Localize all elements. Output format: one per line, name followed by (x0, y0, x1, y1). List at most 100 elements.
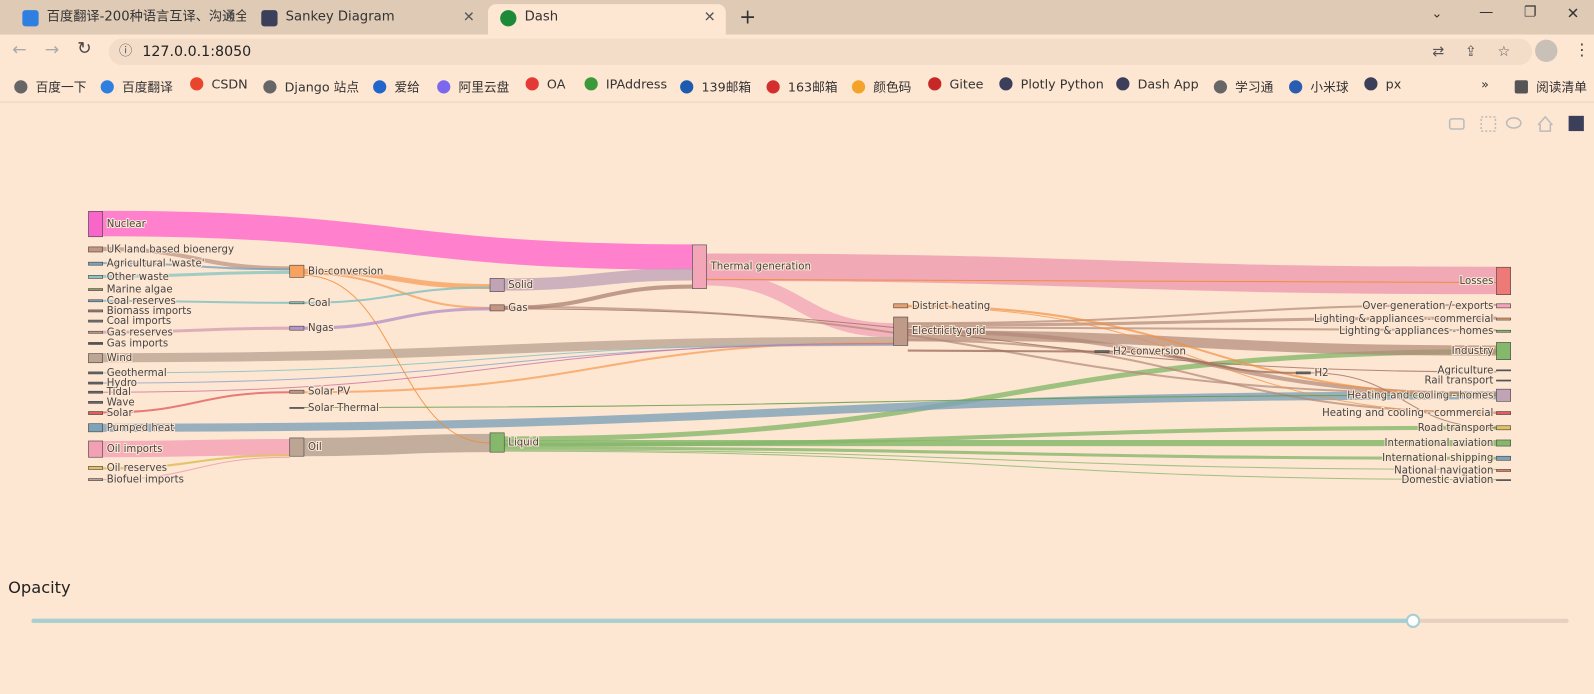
node[interactable] (1496, 379, 1511, 382)
home-icon[interactable] (1537, 115, 1553, 132)
node[interactable] (1496, 439, 1511, 447)
close-window[interactable]: ✕ (1566, 4, 1580, 23)
bookmark-star[interactable]: ☆ (1497, 43, 1511, 60)
menu[interactable]: ⋮ (1573, 39, 1590, 59)
bookmark[interactable]: 百度翻译 (100, 76, 173, 95)
node[interactable] (1094, 350, 1110, 353)
node[interactable] (88, 309, 103, 313)
reading-list[interactable]: 阅读清单 (1514, 76, 1587, 95)
slider-handle[interactable] (1405, 613, 1421, 628)
node-label: Tidal (106, 387, 131, 398)
bookmark[interactable]: 139邮箱 (680, 76, 751, 95)
bookmark[interactable]: 颜色码 (851, 76, 911, 95)
translate-icon[interactable]: ⇄ (1432, 43, 1445, 60)
node[interactable] (88, 299, 103, 303)
node[interactable] (1496, 342, 1511, 361)
tab-close[interactable]: ✕ (223, 9, 236, 26)
node[interactable] (88, 275, 103, 279)
bookmark[interactable]: OA (525, 76, 565, 91)
node[interactable] (289, 264, 305, 278)
node[interactable] (489, 304, 505, 312)
tab-search[interactable]: ⌄ (1431, 6, 1443, 22)
node[interactable] (1496, 455, 1511, 461)
node[interactable] (893, 316, 909, 346)
bookmark[interactable]: Dash App (1116, 76, 1199, 91)
node-label: UK land based bioenergy (107, 244, 234, 255)
address-bar[interactable]: ⓘ 127.0.0.1:8050 ⇄ ⇪ ☆ (108, 38, 1533, 66)
bookmark[interactable]: CSDN (190, 76, 248, 91)
minimize[interactable]: — (1479, 4, 1494, 21)
node[interactable] (88, 330, 103, 334)
bookmark[interactable]: Gitee (928, 76, 984, 91)
node[interactable] (1496, 329, 1511, 333)
node[interactable] (88, 353, 103, 364)
node[interactable] (1295, 371, 1311, 375)
plotly-logo[interactable] (1568, 115, 1584, 132)
new-tab[interactable]: + (739, 4, 757, 29)
bookmark[interactable]: 小米球 (1289, 76, 1349, 95)
node[interactable] (289, 325, 305, 331)
node[interactable] (88, 423, 103, 433)
node[interactable] (691, 244, 707, 289)
bookmark[interactable]: IPAddress (584, 76, 667, 91)
bookmark-icon (100, 80, 114, 94)
node[interactable] (1496, 388, 1511, 402)
tab[interactable]: Sankey Diagram ✕ (249, 4, 485, 34)
node[interactable] (1496, 411, 1511, 415)
node[interactable] (88, 466, 103, 470)
node-label: H2 (1314, 368, 1328, 379)
node[interactable] (1496, 479, 1511, 481)
profile[interactable] (1535, 39, 1558, 62)
node[interactable] (1496, 369, 1511, 372)
restore[interactable]: ❐ (1523, 4, 1537, 21)
node[interactable] (88, 411, 103, 415)
node[interactable] (88, 401, 103, 404)
bookmark[interactable]: 163邮箱 (766, 76, 838, 95)
tab[interactable]: 百度翻译-200种语言互译、沟通全 ✕ (10, 4, 246, 34)
node[interactable] (489, 432, 505, 453)
more-bookmarks[interactable]: » (1481, 76, 1489, 92)
node[interactable] (289, 389, 305, 394)
bookmark[interactable]: 阿里云盘 (437, 76, 509, 95)
bookmark[interactable]: 学习通 (1213, 76, 1273, 95)
tab-close[interactable]: ✕ (703, 9, 716, 26)
tab-active[interactable]: Dash ✕ (487, 4, 726, 35)
node[interactable] (1496, 266, 1511, 295)
node[interactable] (88, 246, 103, 253)
node[interactable] (1496, 469, 1511, 472)
bookmark[interactable]: Plotly Python (999, 76, 1104, 91)
node[interactable] (88, 288, 103, 291)
camera-icon[interactable] (1448, 118, 1465, 130)
node[interactable] (489, 278, 505, 292)
node[interactable] (1496, 303, 1511, 309)
node[interactable] (893, 303, 909, 309)
bookmark[interactable]: Django 站点 (263, 76, 359, 95)
bookmark[interactable]: 爱给 (373, 76, 420, 95)
node[interactable] (88, 319, 103, 323)
node-label: Electricity grid (912, 326, 986, 337)
bookmark[interactable]: px (1364, 76, 1401, 91)
node[interactable] (88, 440, 103, 458)
node[interactable] (289, 301, 305, 305)
share-icon[interactable]: ⇪ (1464, 43, 1477, 60)
lasso-icon[interactable] (1505, 117, 1522, 129)
node[interactable] (88, 478, 103, 481)
node[interactable] (1496, 425, 1511, 431)
forward[interactable]: → (44, 39, 60, 60)
select-icon[interactable] (1480, 116, 1497, 132)
node[interactable] (88, 371, 103, 375)
node[interactable] (88, 261, 103, 266)
site-info[interactable]: ⓘ (118, 43, 133, 59)
node[interactable] (289, 437, 305, 457)
bookmark[interactable]: 百度一下 (14, 76, 86, 95)
bookmark-icon (190, 77, 204, 91)
node[interactable] (88, 342, 103, 345)
node[interactable] (88, 211, 103, 238)
node[interactable] (289, 407, 305, 409)
node[interactable] (1496, 317, 1511, 321)
node[interactable] (88, 381, 103, 385)
node[interactable] (88, 390, 103, 394)
tab-close[interactable]: ✕ (462, 9, 475, 26)
back[interactable]: ← (12, 39, 27, 60)
reload[interactable]: ↻ (77, 38, 92, 59)
